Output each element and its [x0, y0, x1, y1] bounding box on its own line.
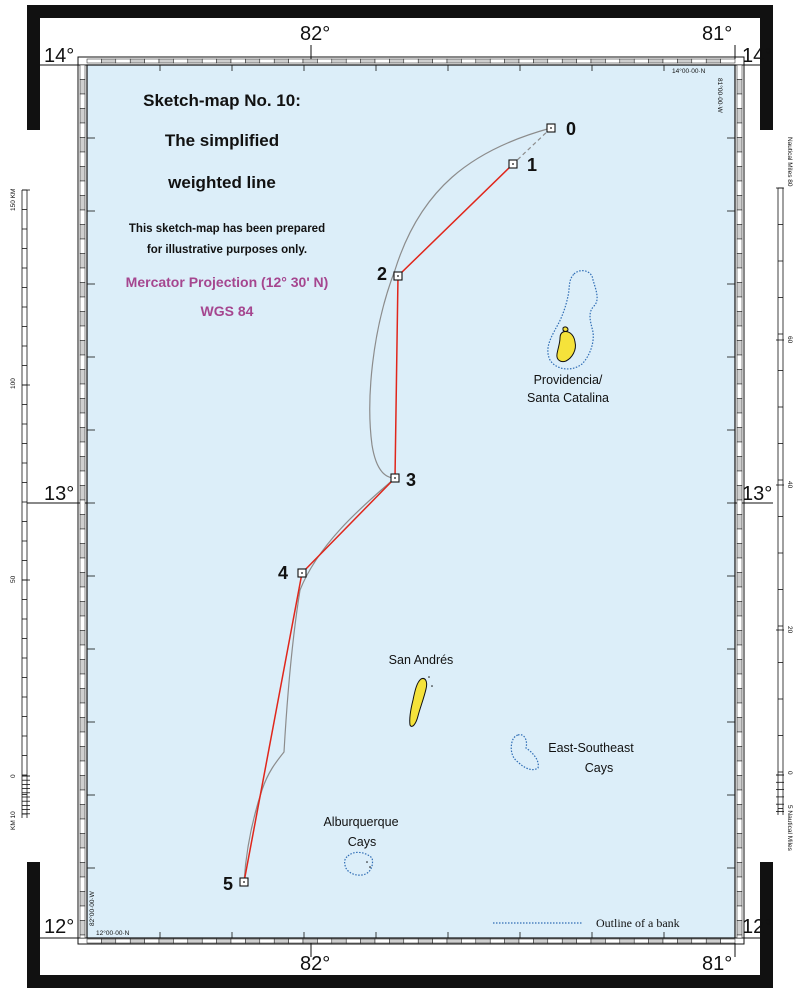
point-1-label: 1 — [527, 155, 537, 175]
projection-label: Mercator Projection (12° 30' N) — [126, 274, 329, 290]
legend: Outline of a bank — [493, 916, 680, 930]
label-santa-catalina: Santa Catalina — [527, 391, 609, 405]
lat-label-mid-left: 13° — [44, 483, 74, 505]
km-scale-label-10: KM 10 — [10, 811, 17, 830]
dashed-segment-0-1 — [512, 127, 552, 165]
frame-corner-bars — [27, 5, 773, 988]
cays-dots — [366, 676, 433, 868]
bank-outline-legend-label: Outline of a bank — [596, 916, 680, 930]
islands — [409, 326, 576, 727]
lon-label-bottom-left: 82° — [300, 953, 330, 975]
point-3-marker: 3 — [390, 470, 416, 490]
datum-label: WGS 84 — [201, 303, 254, 319]
santa-catalina-island — [562, 326, 569, 332]
label-san-andres: San Andrés — [389, 653, 454, 667]
map-border — [77, 56, 745, 945]
point-0-label: 0 — [566, 119, 576, 139]
point-0-marker: 0 — [546, 119, 576, 139]
map-title-line-2: The simplified — [165, 131, 279, 150]
place-labels: Providencia/ Santa Catalina San Andrés E… — [323, 373, 634, 849]
left-km-scale — [21, 189, 30, 818]
map-title-line-1: Sketch-map No. 10: — [143, 91, 301, 110]
nm-scale-label-80: Nautical Miles 80 — [786, 137, 793, 187]
right-nm-scale — [776, 187, 784, 815]
point-2-label: 2 — [377, 264, 387, 284]
disclaimer-line-1: This sketch-map has been prepared — [129, 223, 325, 235]
point-5-label: 5 — [223, 874, 233, 894]
label-providencia: Providencia/ — [534, 373, 603, 387]
lat-label-bottom-left: 12° — [44, 916, 74, 938]
lat-label-mid-right: 13° — [742, 483, 772, 505]
lat-label-top-right: 14° — [742, 45, 772, 67]
label-east-southeast-line-2: Cays — [585, 761, 613, 775]
point-2-marker: 2 — [377, 264, 403, 284]
km-scale-label-100: 100 — [10, 378, 17, 389]
point-1-marker: 1 — [508, 155, 537, 175]
corner-coordinate-top-right: 14°00·00·N — [672, 67, 706, 75]
title-block: Sketch-map No. 10: The simplified weight… — [126, 91, 329, 319]
corner-coordinate-top-right-lon: 81°00·00·W — [716, 78, 724, 114]
lat-label-bottom-right: 12° — [742, 916, 772, 938]
km-scale-label-0: 0 — [10, 774, 17, 778]
turning-points: 0 1 2 3 4 5 — [223, 119, 576, 894]
sea-area — [86, 64, 736, 939]
km-scale-label-150: 150 KM — [10, 189, 17, 211]
point-4-marker: 4 — [278, 563, 307, 583]
label-alburquerque-line-1: Alburquerque — [323, 815, 398, 829]
san-andres-island — [409, 678, 428, 727]
disclaimer-line-2: for illustrative purposes only. — [147, 244, 307, 256]
nm-scale-label-60: 60 — [786, 336, 793, 344]
corner-coordinate-bottom-left: 12°00·00·N — [96, 929, 130, 937]
label-east-southeast-line-1: East-Southeast — [548, 741, 634, 755]
corner-coordinate-bottom-left-lon: 82°00·00·W — [88, 890, 96, 926]
nm-scale-label-20: 20 — [786, 626, 793, 634]
point-4-label: 4 — [278, 563, 288, 583]
point-5-marker: 5 — [223, 874, 249, 894]
point-3-label: 3 — [406, 470, 416, 490]
providencia-bank-outline — [547, 270, 598, 370]
nm-scale-label-40: 40 — [786, 481, 793, 489]
lon-label-top-right: 81° — [702, 23, 732, 45]
nm-scale-label-0: 0 — [786, 771, 793, 775]
original-weighted-line — [243, 127, 552, 883]
lon-label-top-left: 82° — [300, 23, 330, 45]
providencia-island — [556, 331, 576, 363]
lat-label-top-left: 14° — [44, 45, 74, 67]
label-alburquerque-line-2: Cays — [348, 835, 376, 849]
nm-scale-label-5: 5 Nautical Miles — [786, 805, 793, 852]
bank-outlines — [344, 270, 598, 876]
lon-label-bottom-right: 81° — [702, 953, 732, 975]
map-title-line-3: weighted line — [167, 173, 276, 192]
km-scale-label-50: 50 — [10, 575, 17, 583]
alburquerque-cays-bank-outline — [344, 851, 374, 876]
border-graduation — [79, 58, 743, 944]
